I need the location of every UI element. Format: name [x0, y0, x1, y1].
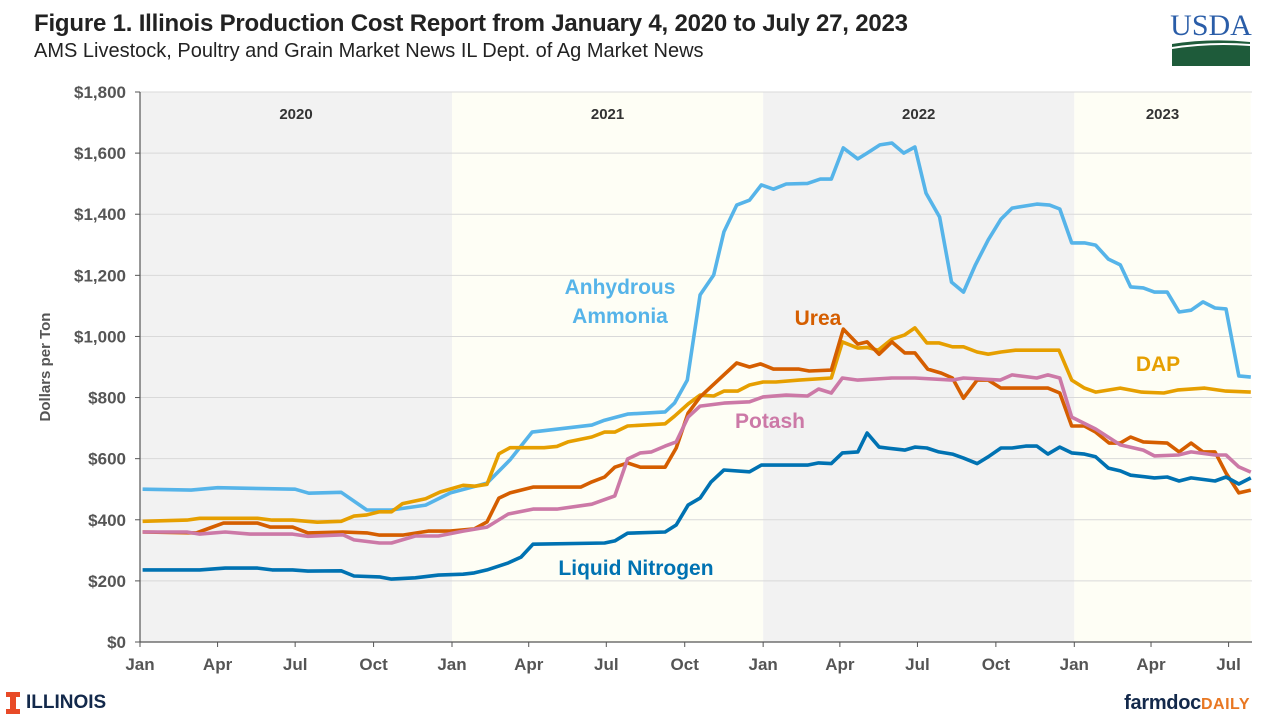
illinois-wordmark: ILLINOIS: [26, 692, 107, 713]
x-tick-label: Oct: [359, 655, 388, 674]
year-bands: [140, 92, 1251, 642]
chart: 2020 2021 2022 2023 $0 $200 $400 $600 $800 $1,00…: [37, 83, 1252, 674]
y-axis-title: Dollars per Ton: [37, 313, 54, 422]
x-tick-label: Jan: [1060, 655, 1089, 674]
farmdoc-wordmark: farmdoc: [1124, 692, 1201, 714]
x-tick-label: Apr: [825, 655, 855, 674]
series-line-potash: [142, 373, 1252, 545]
x-tick-label: Jul: [1216, 655, 1241, 674]
series-line-dap: [142, 326, 1251, 525]
gridlines: [140, 91, 1252, 582]
year-band-2022: [763, 92, 1075, 642]
y-tick-label: $1,600: [74, 144, 126, 163]
series-label: Ammonia: [572, 305, 668, 328]
y-tick-label: $600: [88, 450, 126, 469]
year-label: 2021: [591, 106, 624, 123]
year-band-2021: [452, 92, 764, 642]
y-tick-label: $400: [88, 511, 126, 530]
series-label: Urea: [795, 307, 842, 330]
x-tick-label: Jul: [594, 655, 619, 674]
year-label: 2023: [1146, 106, 1179, 123]
x-tick-label: Oct: [671, 655, 700, 674]
x-tick-label: Apr: [514, 655, 544, 674]
x-tick-label: Jan: [437, 655, 466, 674]
chart-subtitle: AMS Livestock, Poultry and Grain Market …: [34, 40, 704, 62]
illinois-block-i-icon: [6, 692, 20, 714]
x-tick-label: Jul: [283, 655, 308, 674]
y-tick-label: $800: [88, 389, 126, 408]
series-line-liquid-nitrogen: [142, 431, 1252, 581]
x-tick-label: Oct: [982, 655, 1011, 674]
series-label: Anhydrous: [565, 276, 676, 299]
farmdoc-daily-logo: farmdocDAILY: [1124, 692, 1250, 715]
year-band-2020: [140, 92, 452, 642]
series-label: Liquid Nitrogen: [558, 557, 713, 580]
usda-logo: USDA: [1170, 9, 1252, 66]
x-tick-label: Jan: [125, 655, 154, 674]
year-label: 2022: [902, 106, 935, 123]
y-tick-label: $0: [107, 633, 126, 652]
series-line-urea: [142, 327, 1252, 537]
series-lines: [142, 141, 1252, 581]
svg-text:USDA: USDA: [1170, 9, 1252, 42]
series-line-anhydrous-ammonia: [142, 141, 1251, 512]
series-labels: Anhydrous Ammonia Urea DAP Potash Liquid Nitr…: [558, 276, 1180, 580]
x-tick-label: Apr: [1136, 655, 1166, 674]
year-band-2023: [1074, 92, 1251, 642]
series-label: Potash: [735, 410, 805, 433]
series-label: DAP: [1136, 353, 1180, 376]
daily-wordmark: DAILY: [1200, 696, 1250, 713]
y-tick-label: $1,800: [74, 83, 126, 102]
y-tick-label: $200: [88, 572, 126, 591]
chart-title: Figure 1. Illinois Production Cost Repor…: [34, 10, 908, 37]
x-tick-label: Apr: [203, 655, 233, 674]
y-tick-label: $1,000: [74, 327, 126, 346]
illinois-logo: ILLINOIS: [6, 692, 106, 714]
axes: $0 $200 $400 $600 $800 $1,000 $1,200 $1,400 $1,6…: [74, 83, 1252, 674]
x-tick-label: Jul: [905, 655, 930, 674]
year-label: 2020: [279, 106, 312, 123]
x-tick-label: Jan: [748, 655, 777, 674]
year-labels: 2020 2021 2022 2023: [279, 106, 1179, 123]
y-tick-label: $1,200: [74, 266, 126, 285]
y-tick-label: $1,400: [74, 205, 126, 224]
